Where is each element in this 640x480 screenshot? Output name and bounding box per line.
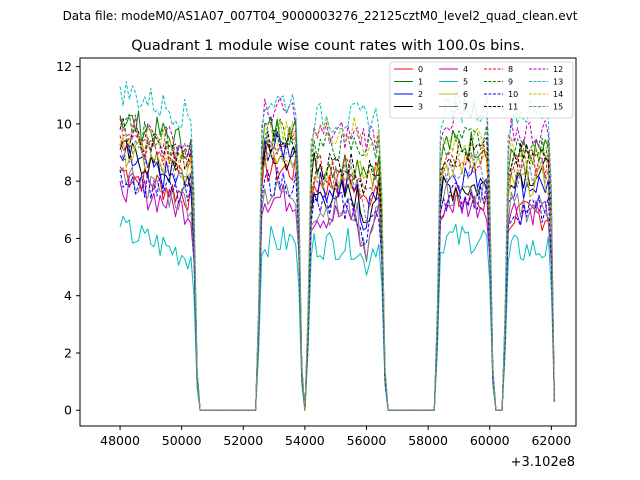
y-tick-label: 2 — [64, 345, 72, 360]
series-line-15 — [119, 139, 555, 411]
x-offset-label: +3.102e8 — [511, 455, 575, 470]
x-axis: 48000 50000 52000 54000 56000 58000 60000 62000 — [100, 426, 571, 448]
x-tick-label: 48000 — [100, 433, 140, 448]
legend-label-11: 11 — [508, 103, 518, 112]
legend-frame — [389, 61, 574, 119]
legend-label-13: 13 — [553, 78, 563, 87]
legend-label-0: 0 — [418, 65, 423, 74]
y-axis: 0 2 4 6 8 10 12 — [56, 59, 80, 418]
y-tick-label: 6 — [64, 231, 72, 246]
legend-label-6: 6 — [463, 90, 468, 99]
legend-label-9: 9 — [508, 78, 513, 87]
legend-label-12: 12 — [553, 65, 563, 74]
y-tick-label: 4 — [64, 288, 72, 303]
suptitle: Data file: modeM0/AS1A07_007T04_90000032… — [63, 9, 578, 23]
series-line-12 — [119, 97, 555, 411]
legend-label-8: 8 — [508, 65, 513, 74]
x-tick-label: 54000 — [285, 433, 325, 448]
legend-label-4: 4 — [463, 65, 468, 74]
chart-title: Quadrant 1 module wise count rates with … — [131, 38, 525, 54]
axes-frame — [79, 57, 577, 427]
legend-label-10: 10 — [508, 90, 518, 99]
legend-label-5: 5 — [463, 78, 468, 87]
x-tick-label: 60000 — [470, 433, 510, 448]
legend-label-15: 15 — [553, 103, 563, 112]
x-tick-label: 52000 — [223, 433, 263, 448]
y-tick-label: 10 — [56, 116, 72, 131]
y-tick-label: 0 — [64, 403, 72, 418]
x-tick-label: 56000 — [347, 433, 387, 448]
y-tick-label: 12 — [56, 59, 72, 74]
legend-label-1: 1 — [418, 78, 423, 87]
plot-lines — [119, 81, 555, 411]
x-tick-label: 62000 — [531, 433, 571, 448]
legend-label-3: 3 — [418, 103, 423, 112]
legend-label-7: 7 — [463, 103, 468, 112]
y-tick-label: 8 — [64, 174, 72, 189]
legend-label-14: 14 — [553, 90, 563, 99]
x-tick-label: 50000 — [162, 433, 202, 448]
x-tick-label: 58000 — [408, 433, 448, 448]
legend-label-2: 2 — [418, 90, 423, 99]
